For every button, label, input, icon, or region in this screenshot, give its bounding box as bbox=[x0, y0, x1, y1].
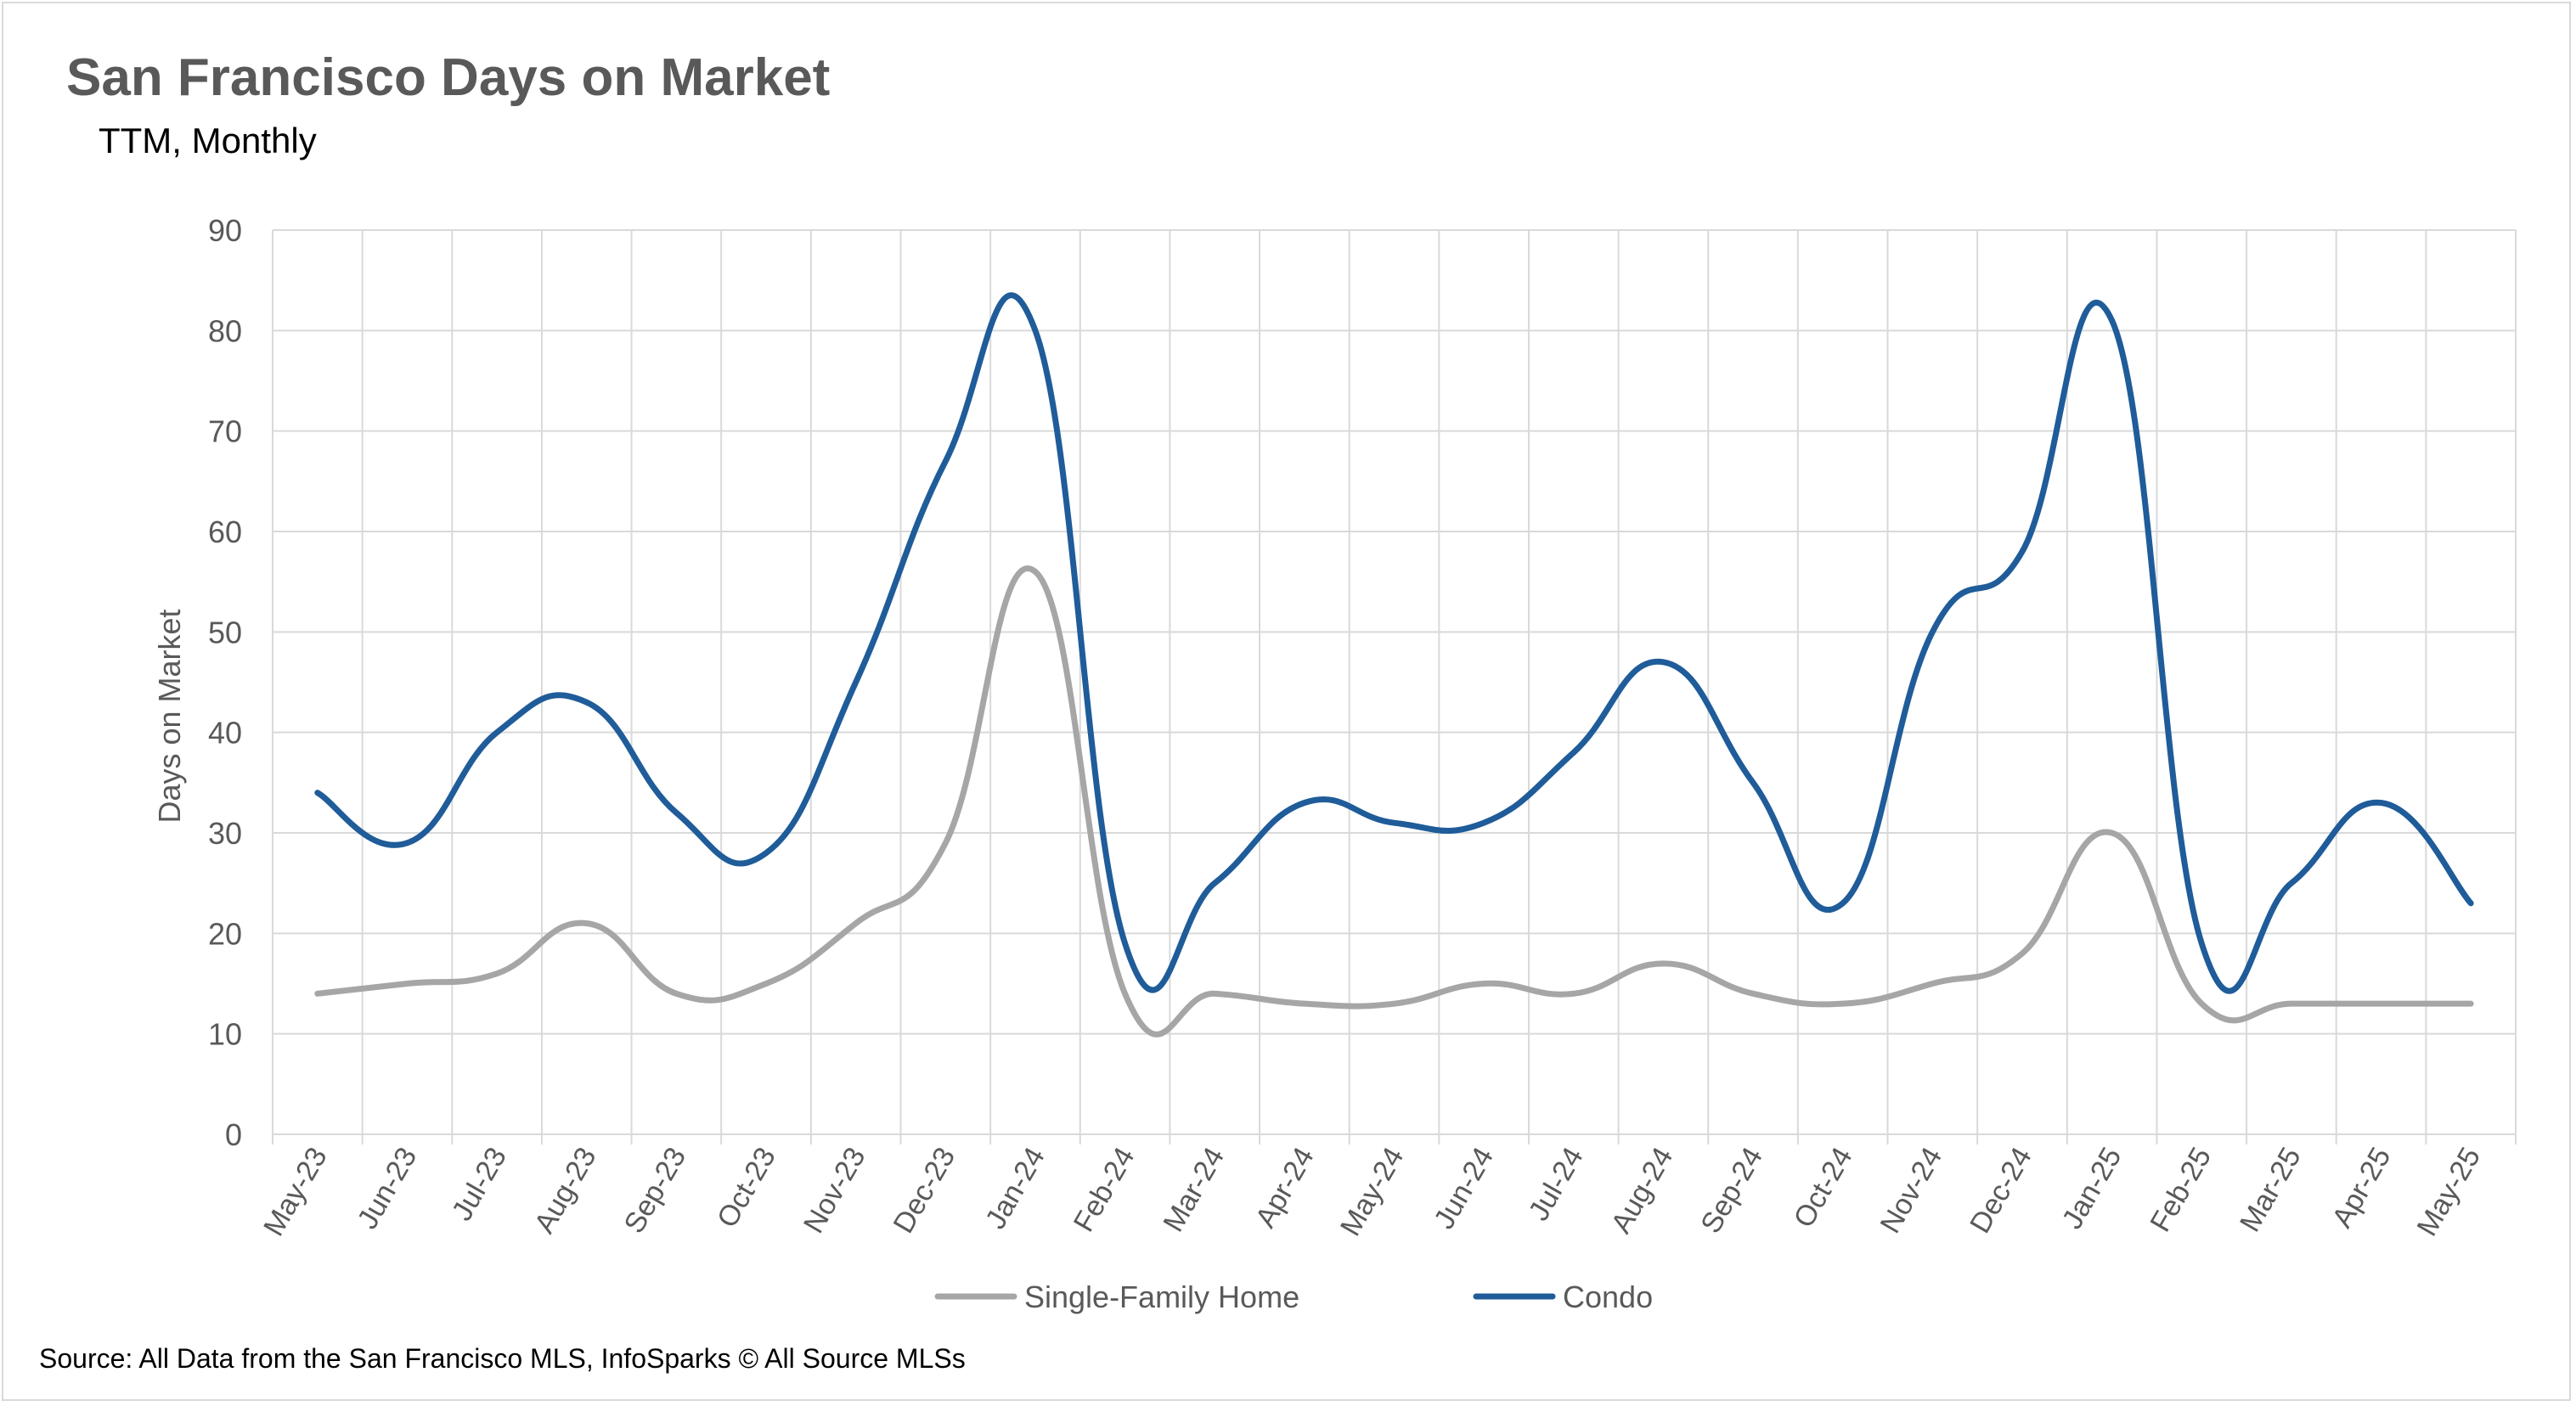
y-tick-label: 70 bbox=[208, 414, 242, 449]
x-tick-label: Jul-23 bbox=[446, 1142, 513, 1226]
y-axis-label: Days on Market bbox=[152, 609, 187, 823]
series-lines bbox=[314, 292, 2474, 1038]
x-tick-label: Mar-24 bbox=[1157, 1142, 1231, 1237]
x-tick-label: Nov-23 bbox=[798, 1142, 872, 1239]
x-tick-label: Oct-23 bbox=[711, 1142, 782, 1233]
y-tick-label: 20 bbox=[208, 916, 242, 951]
x-tick-label: Oct-24 bbox=[1788, 1142, 1859, 1233]
x-tick-label: Feb-24 bbox=[1068, 1142, 1141, 1237]
x-tick-label: Jan-25 bbox=[2056, 1142, 2128, 1234]
y-axis-ticks: 0 10 20 30 40 50 60 70 80 90 bbox=[208, 213, 242, 1152]
x-tick-label: Aug-23 bbox=[528, 1142, 603, 1239]
x-tick-label: Apr-25 bbox=[2326, 1142, 2398, 1233]
x-tick-label: Nov-24 bbox=[1874, 1142, 1949, 1239]
y-tick-label: 40 bbox=[208, 716, 242, 751]
x-axis-ticks: May-23 Jun-23 Jul-23 Aug-23 Sep-23 Oct-23 Nov-… bbox=[257, 1142, 2487, 1241]
source-note: Source: All Data from the San Francisco … bbox=[39, 1343, 966, 1374]
y-tick-label: 80 bbox=[208, 313, 242, 348]
chart-title: San Francisco Days on Market bbox=[66, 48, 831, 107]
x-tick-label: Dec-23 bbox=[888, 1142, 962, 1239]
y-tick-label: 0 bbox=[225, 1117, 242, 1152]
y-tick-label: 30 bbox=[208, 816, 242, 851]
chart-subtitle: TTM, Monthly bbox=[99, 121, 317, 160]
x-tick-label: Feb-25 bbox=[2144, 1142, 2218, 1237]
legend-label: Single-Family Home bbox=[1024, 1279, 1299, 1314]
legend-label: Condo bbox=[1563, 1279, 1653, 1314]
x-tick-label: Apr-24 bbox=[1249, 1142, 1321, 1233]
y-tick-label: 10 bbox=[208, 1017, 242, 1052]
x-tick-label: Jun-23 bbox=[351, 1142, 423, 1234]
y-tick-label: 60 bbox=[208, 515, 242, 549]
grid bbox=[272, 229, 2517, 1144]
x-tick-label: Dec-24 bbox=[1964, 1142, 2038, 1239]
x-tick-label: Jun-24 bbox=[1428, 1142, 1500, 1234]
x-tick-label: May-24 bbox=[1334, 1142, 1411, 1241]
series-line-single-family-home bbox=[314, 565, 2474, 1038]
x-tick-label: Jul-24 bbox=[1522, 1142, 1589, 1226]
x-tick-label: May-25 bbox=[2411, 1142, 2488, 1241]
x-tick-label: Sep-23 bbox=[618, 1142, 693, 1239]
x-tick-label: Sep-24 bbox=[1694, 1142, 1769, 1239]
series-line-condo bbox=[314, 292, 2474, 994]
legend: Single-Family Home Condo bbox=[934, 1279, 1653, 1314]
x-tick-label: Mar-25 bbox=[2234, 1142, 2308, 1237]
x-tick-label: May-23 bbox=[257, 1142, 334, 1241]
x-tick-label: Aug-24 bbox=[1605, 1142, 1680, 1239]
y-tick-label: 50 bbox=[208, 615, 242, 650]
y-tick-label: 90 bbox=[208, 213, 242, 248]
x-tick-label: Jan-24 bbox=[979, 1142, 1051, 1234]
